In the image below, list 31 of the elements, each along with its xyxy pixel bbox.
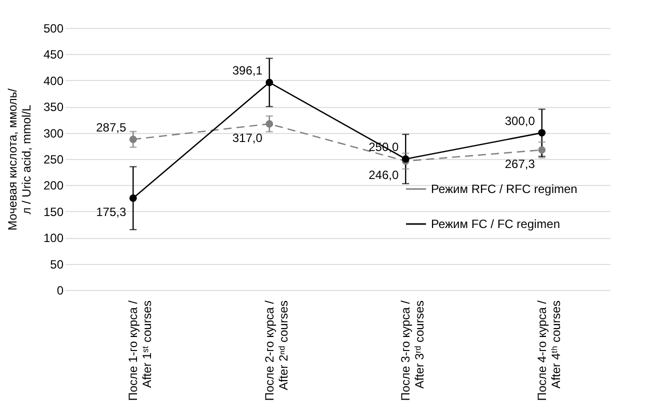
y-tick-label: 500: [43, 22, 64, 36]
x-tick-label: После 1-го курса / After 1ˢᵗ courses: [126, 300, 154, 401]
y-tick-label: 100: [43, 231, 64, 246]
y-tick-label: 400: [43, 74, 64, 88]
data-label: 287,5: [96, 120, 126, 134]
y-tick-label: 450: [43, 48, 64, 62]
x-tick-label: После 4-го курса / After 4ᵗʰ courses: [534, 300, 563, 401]
legend-label: Режим RFC / RFC regimen: [431, 182, 578, 196]
point: [129, 136, 137, 144]
point: [538, 146, 546, 154]
y-axis-title: Мочевая кислота, ммоль/л / Uric acid, mmol/L: [5, 88, 34, 230]
x-tick-label: После 2-го курса / After 2ⁿᵈ courses: [262, 300, 290, 401]
x-tick-label: После 3-го курса / After 3ʳᵈ courses: [398, 300, 427, 401]
data-label: 246,0: [368, 168, 399, 182]
y-tick-label: 50: [50, 257, 64, 272]
y-tick-label: 200: [43, 178, 64, 193]
y-tick-label: 150: [43, 204, 64, 219]
data-label: 317,0: [232, 130, 263, 145]
point: [538, 129, 546, 136]
data-label: 175,3: [96, 205, 126, 220]
data-label: 267,3: [504, 156, 536, 171]
data-label: 300,0: [504, 114, 536, 128]
legend-label: Режим FC / FC regimen: [431, 217, 560, 231]
y-tick-label: 250: [43, 152, 64, 166]
point: [129, 194, 137, 202]
y-tick-label: 350: [43, 100, 64, 114]
y-tick-label: 0: [56, 284, 64, 298]
point: [266, 120, 274, 128]
point: [266, 78, 274, 86]
data-label: 396,1: [232, 63, 263, 78]
y-tick-label: 300: [43, 126, 64, 140]
